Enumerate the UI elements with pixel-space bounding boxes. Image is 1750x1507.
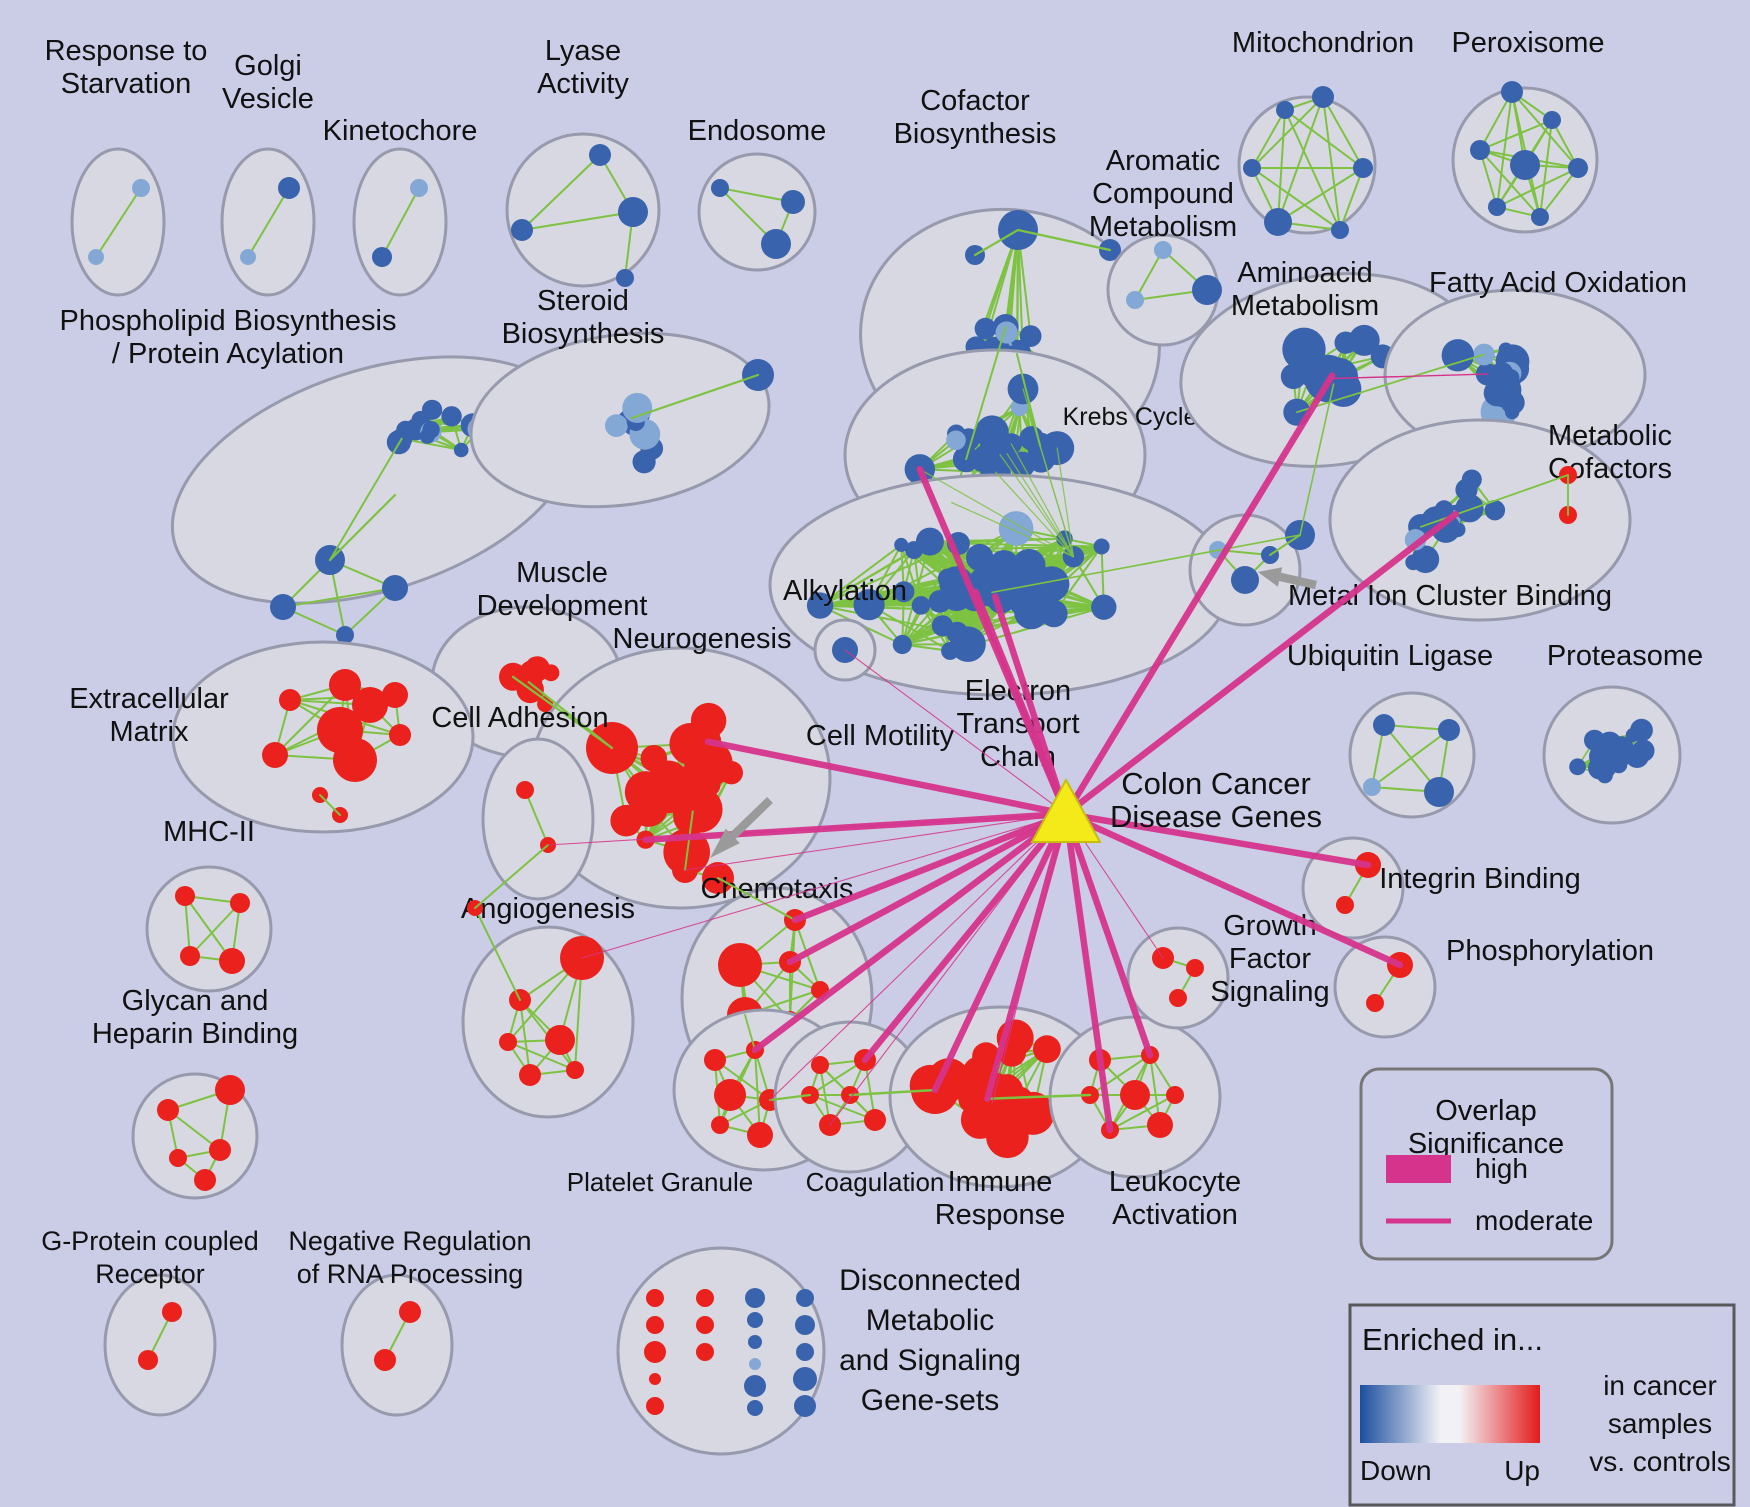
svg-text:vs. controls: vs. controls <box>1589 1446 1731 1477</box>
svg-text:Aminoacid: Aminoacid <box>1237 257 1372 289</box>
svg-text:Cell Motility: Cell Motility <box>806 720 955 752</box>
svg-text:samples: samples <box>1608 1408 1712 1439</box>
svg-text:Activity: Activity <box>537 68 629 100</box>
svg-text:Negative Regulation: Negative Regulation <box>288 1226 531 1256</box>
svg-text:Down: Down <box>1360 1455 1432 1486</box>
svg-text:Heparin Binding: Heparin Binding <box>92 1018 298 1050</box>
svg-text:Ubiquitin Ligase: Ubiquitin Ligase <box>1287 640 1493 672</box>
svg-text:and Signaling: and Signaling <box>839 1344 1021 1377</box>
svg-text:Proteasome: Proteasome <box>1547 640 1703 672</box>
svg-text:Compound: Compound <box>1092 178 1234 210</box>
svg-text:Coagulation: Coagulation <box>806 1167 945 1197</box>
svg-text:of RNA Processing: of RNA Processing <box>297 1259 524 1289</box>
svg-text:Development: Development <box>477 590 648 622</box>
svg-text:Leukocyte: Leukocyte <box>1109 1166 1241 1198</box>
svg-text:Overlap: Overlap <box>1435 1095 1537 1127</box>
svg-text:Signaling: Signaling <box>1210 976 1329 1008</box>
svg-text:Alkylation: Alkylation <box>783 575 907 607</box>
svg-text:Metabolic: Metabolic <box>866 1304 994 1337</box>
svg-text:Metabolism: Metabolism <box>1089 211 1237 243</box>
svg-text:moderate: moderate <box>1475 1205 1593 1236</box>
svg-text:Fatty Acid Oxidation: Fatty Acid Oxidation <box>1429 267 1687 299</box>
svg-text:Krebs Cycle: Krebs Cycle <box>1063 403 1198 431</box>
svg-text:Extracellular: Extracellular <box>69 683 229 715</box>
svg-text:G-Protein coupled: G-Protein coupled <box>41 1226 259 1256</box>
svg-text:in cancer: in cancer <box>1603 1370 1717 1401</box>
svg-text:Factor: Factor <box>1229 943 1312 975</box>
svg-text:Glycan and: Glycan and <box>122 985 269 1017</box>
svg-text:Immune: Immune <box>948 1166 1053 1198</box>
svg-text:Phosphorylation: Phosphorylation <box>1446 935 1654 967</box>
svg-text:Peroxisome: Peroxisome <box>1451 27 1604 59</box>
svg-text:Steroid: Steroid <box>537 285 629 317</box>
svg-text:Response to: Response to <box>45 35 208 67</box>
svg-text:Receptor: Receptor <box>95 1259 205 1289</box>
svg-text:Gene-sets: Gene-sets <box>861 1384 999 1417</box>
svg-text:Endosome: Endosome <box>688 115 827 147</box>
svg-text:Colon Cancer: Colon Cancer <box>1121 766 1311 801</box>
svg-text:Response: Response <box>935 1199 1066 1231</box>
svg-text:Up: Up <box>1504 1455 1540 1486</box>
svg-text:Phospholipid Biosynthesis: Phospholipid Biosynthesis <box>60 305 397 337</box>
svg-text:Lyase: Lyase <box>545 35 621 67</box>
svg-text:Muscle: Muscle <box>516 557 608 589</box>
svg-text:Disease Genes: Disease Genes <box>1110 799 1322 834</box>
svg-text:high: high <box>1475 1153 1528 1184</box>
svg-text:Platelet Granule: Platelet Granule <box>567 1167 753 1197</box>
svg-text:Biosynthesis: Biosynthesis <box>502 318 665 350</box>
svg-text:Enriched in...: Enriched in... <box>1362 1322 1543 1357</box>
svg-text:Golgi: Golgi <box>234 50 302 82</box>
svg-text:Starvation: Starvation <box>61 68 192 100</box>
svg-text:Vesicle: Vesicle <box>222 83 314 115</box>
svg-text:Matrix: Matrix <box>110 716 189 748</box>
svg-text:Metabolism: Metabolism <box>1231 290 1379 322</box>
svg-text:Cell Adhesion: Cell Adhesion <box>431 702 608 734</box>
svg-text:Cofactor: Cofactor <box>920 85 1030 117</box>
svg-text:Aromatic: Aromatic <box>1106 145 1220 177</box>
svg-text:Activation: Activation <box>1112 1199 1238 1231</box>
svg-text:Disconnected: Disconnected <box>839 1264 1021 1297</box>
svg-text:Biosynthesis: Biosynthesis <box>894 118 1057 150</box>
svg-text:Neurogenesis: Neurogenesis <box>613 623 792 655</box>
svg-text:Growth: Growth <box>1223 910 1316 942</box>
svg-text:Kinetochore: Kinetochore <box>323 115 478 147</box>
svg-text:Transport: Transport <box>956 708 1079 740</box>
svg-text:MHC-II: MHC-II <box>163 816 255 848</box>
svg-text:Integrin Binding: Integrin Binding <box>1379 863 1581 895</box>
svg-text:/ Protein Acylation: / Protein Acylation <box>112 338 344 370</box>
svg-text:Metabolic: Metabolic <box>1548 420 1672 452</box>
svg-text:Mitochondrion: Mitochondrion <box>1232 27 1414 59</box>
